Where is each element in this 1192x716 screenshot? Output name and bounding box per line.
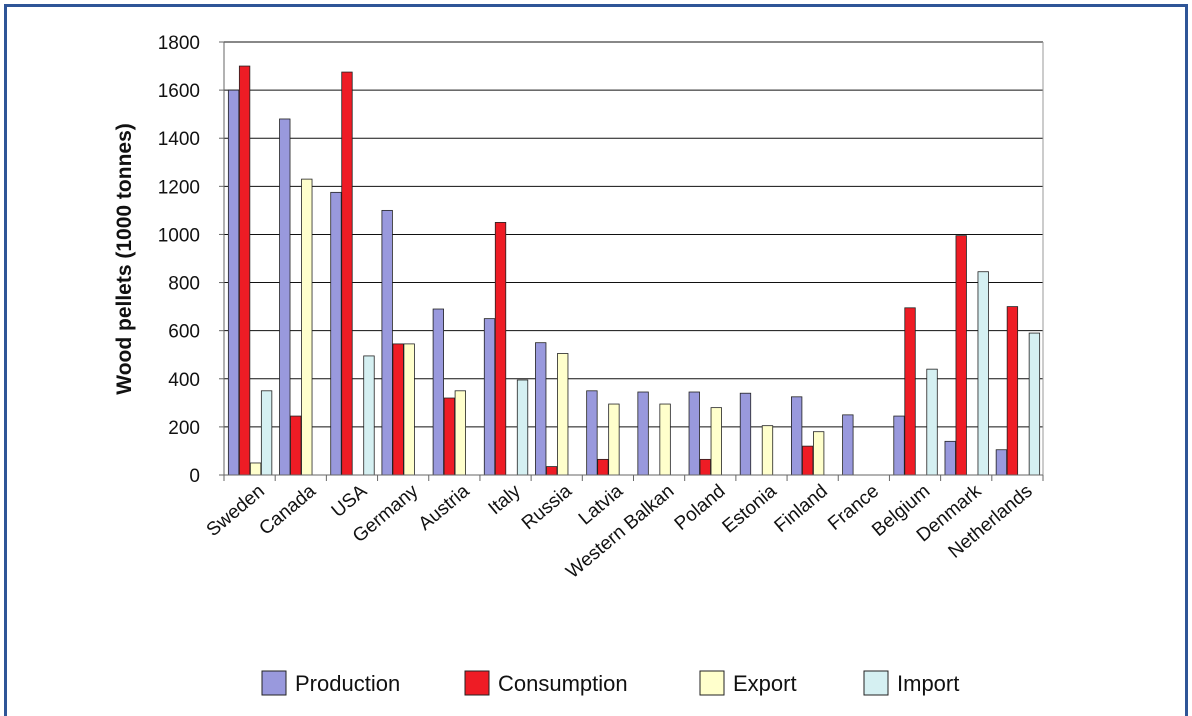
bar-export-poland	[710, 407, 722, 476]
y-tick-label: 1400	[158, 129, 200, 150]
bar-import-sweden	[260, 390, 273, 476]
legend-swatch-production	[261, 670, 287, 696]
legend-swatch-consumption	[464, 670, 490, 696]
bar-consumption-sweden	[238, 65, 251, 476]
bar-export-western-balkan	[659, 403, 671, 476]
bar-production-netherlands	[995, 449, 1008, 476]
bar-production-canada	[279, 118, 291, 476]
bar-import-denmark	[977, 271, 989, 476]
bar-production-italy	[483, 318, 496, 476]
figure-frame	[4, 4, 1188, 716]
legend-label-production: Production	[295, 671, 400, 696]
bar-consumption-italy	[494, 222, 507, 476]
bar-production-belgium	[893, 415, 905, 476]
bar-production-germany	[381, 209, 393, 476]
bar-consumption-austria	[443, 397, 455, 476]
bar-consumption-netherlands	[1006, 306, 1019, 476]
bar-production-denmark	[944, 440, 956, 476]
bar-production-sweden	[227, 89, 240, 476]
bar-consumption-poland	[699, 458, 711, 476]
x-tick-label: Canada	[256, 480, 321, 539]
bar-consumption-latvia	[597, 458, 609, 476]
y-tick-label: 400	[168, 370, 200, 391]
x-tick-label: Poland	[671, 481, 730, 535]
legend: Production Consumption Export Import	[261, 670, 959, 696]
bar-export-sweden	[249, 462, 262, 476]
y-axis-label: Wood pellets (1000 tonnes)	[113, 123, 136, 395]
y-tick-label: 200	[168, 418, 200, 439]
bar-production-finland	[791, 396, 803, 476]
bar-consumption-usa	[341, 71, 353, 476]
y-tick-label: 1800	[158, 33, 200, 54]
x-tick-label: Sweden	[203, 481, 269, 541]
bar-production-poland	[688, 391, 700, 476]
bar-consumption-denmark	[955, 235, 967, 476]
bar-consumption-russia	[546, 466, 558, 476]
x-tick-label: Finland	[771, 481, 832, 537]
axes	[223, 42, 1044, 481]
bar-import-italy	[516, 379, 529, 476]
bar-consumption-finland	[802, 445, 814, 476]
x-tick-label: Italy	[485, 480, 526, 519]
bar-consumption-canada	[290, 415, 302, 476]
x-tick-label: Estonia	[719, 480, 781, 537]
bar-export-latvia	[608, 403, 620, 476]
bar-production-western-balkan	[637, 391, 649, 476]
bar-export-germany	[403, 343, 415, 476]
bars	[227, 65, 1041, 476]
bar-import-netherlands	[1028, 332, 1041, 476]
bar-export-canada	[301, 178, 313, 476]
y-tick-label: 1200	[158, 177, 200, 198]
bar-consumption-germany	[392, 343, 404, 476]
legend-swatch-import	[863, 670, 889, 696]
legend-swatch-export	[699, 670, 725, 696]
bar-export-estonia	[761, 425, 774, 476]
bar-import-usa	[363, 355, 375, 476]
bar-export-russia	[557, 353, 569, 476]
bar-production-estonia	[739, 392, 752, 476]
bar-consumption-belgium	[904, 307, 916, 476]
bar-import-belgium	[926, 368, 938, 476]
gridlines	[224, 41, 1043, 428]
y-tick-label: 800	[168, 274, 200, 295]
bar-export-austria	[454, 390, 466, 476]
bar-production-latvia	[586, 390, 598, 476]
x-tick-label: Russia	[518, 480, 576, 534]
y-tick-label: 1600	[158, 81, 200, 102]
y-tick-label: 600	[168, 322, 200, 343]
legend-label-export: Export	[733, 671, 797, 696]
legend-label-consumption: Consumption	[498, 671, 628, 696]
y-tick-label: 0	[189, 466, 200, 487]
legend-label-import: Import	[897, 671, 959, 696]
bar-export-finland	[813, 431, 825, 476]
bar-production-austria	[432, 308, 444, 476]
bar-production-russia	[535, 342, 547, 476]
x-tick-label: Austria	[415, 480, 474, 534]
bar-production-usa	[330, 191, 342, 476]
y-tick-labels: 0 200 400 600 800 1000 1200 1400 1600 1800	[158, 33, 224, 487]
bar-production-france	[842, 414, 854, 476]
x-tick-label: USA	[328, 481, 372, 522]
y-tick-label: 1000	[158, 225, 200, 246]
